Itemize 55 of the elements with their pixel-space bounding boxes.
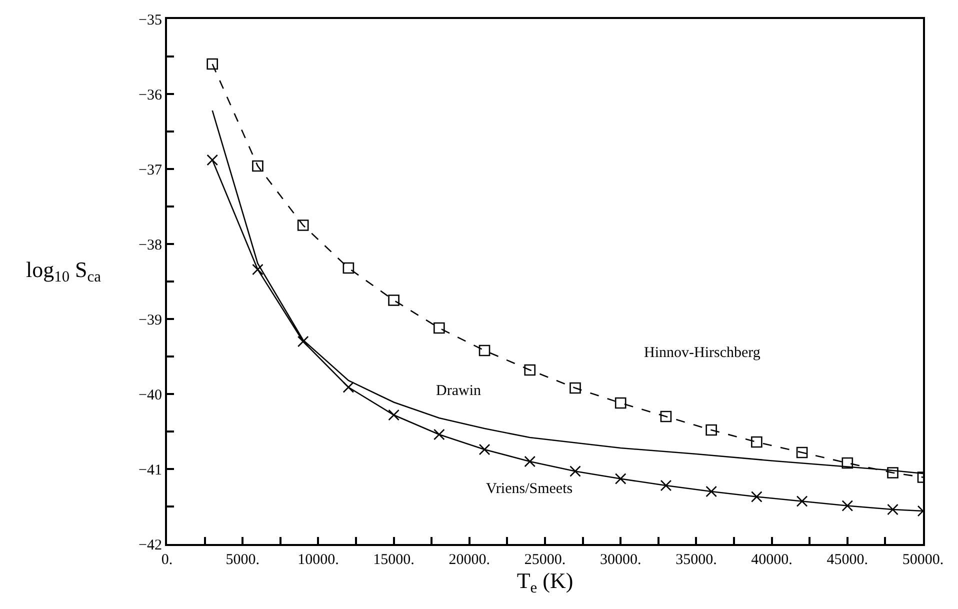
point (660, 410, 672, 422)
text: Hinnov-Hirschberg (644, 345, 761, 361)
y-tick-label: −36 (138, 87, 162, 104)
y-tick-label: −42 (138, 537, 162, 554)
y-tick-label: −41 (138, 462, 162, 478)
x-tick-label: 15000. (373, 552, 414, 568)
point (478, 344, 490, 356)
point (342, 262, 354, 274)
point (252, 264, 264, 276)
x-tick-label: 5000. (226, 552, 260, 568)
point (796, 496, 808, 507)
point (524, 364, 536, 376)
point (751, 491, 762, 502)
point (434, 428, 445, 440)
point (524, 456, 536, 468)
point (842, 500, 854, 512)
y-axis-title: log$_{10}$ S$_{ca}$ (26, 257, 102, 286)
point (434, 322, 445, 334)
x-tick-label: 50000. (902, 552, 944, 568)
y-tick-label: −39 (138, 312, 162, 328)
x-tick-label: 35000. (676, 552, 717, 568)
point (751, 436, 762, 448)
y-tick-label: −37 (138, 162, 162, 178)
x-tick-label: 25000. (524, 552, 566, 568)
point (342, 382, 354, 393)
point (206, 58, 218, 70)
point (252, 160, 264, 172)
point (887, 467, 898, 478)
point (388, 294, 400, 306)
point (887, 504, 898, 516)
point (206, 154, 218, 166)
x-axis-title: T$_{e}$ (K) (516, 568, 574, 597)
point (614, 473, 626, 484)
point (297, 220, 309, 231)
x-tick-label: 0. (161, 552, 173, 568)
y-tick-label: −35 (138, 12, 162, 28)
x-tick-label: 10000. (298, 552, 339, 568)
point (570, 466, 581, 477)
y-tick-label: −40 (138, 387, 162, 404)
x-tick-label: 45000. (826, 552, 868, 568)
point (706, 424, 717, 436)
point (388, 409, 400, 421)
point (842, 457, 854, 469)
x-tick-label: 20000. (448, 552, 490, 568)
x-tick-label: 30000. (600, 552, 642, 568)
point (614, 397, 626, 409)
point (570, 382, 581, 394)
series-label: Vriens/Smeets (486, 481, 573, 497)
point (706, 486, 717, 498)
point (478, 444, 490, 456)
x-tick-label: 40000. (751, 552, 792, 568)
point (796, 446, 808, 458)
point (660, 480, 672, 492)
y-tick-label: −38 (138, 237, 162, 254)
series-label: Drawin (436, 383, 482, 399)
